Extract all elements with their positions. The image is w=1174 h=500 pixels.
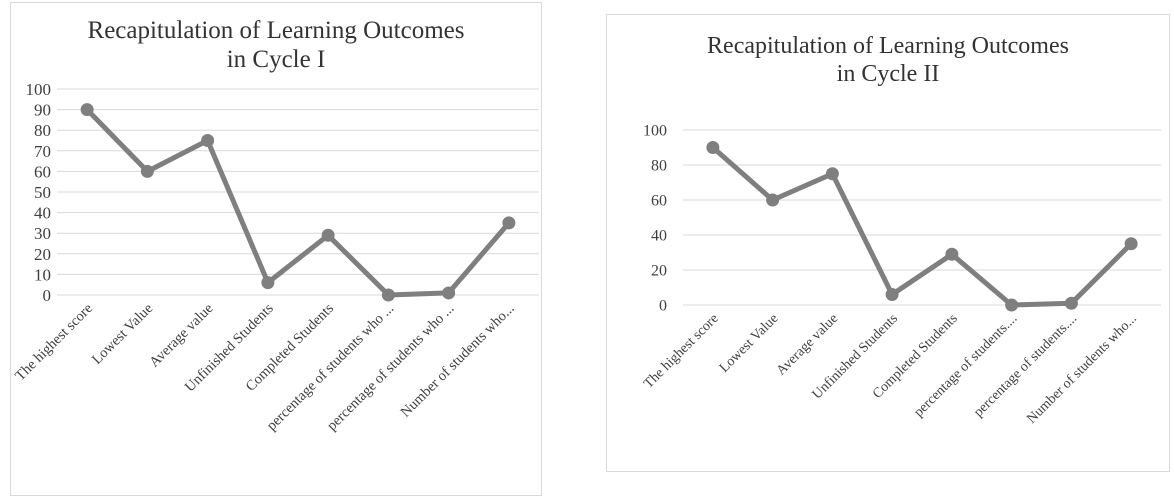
y-tick-label: 40 xyxy=(651,228,667,245)
chart-title-line-2: in Cycle I xyxy=(226,45,326,73)
chart-title-line-2: in Cycle II xyxy=(836,60,940,87)
y-tick-label: 100 xyxy=(26,80,52,99)
x-category-label: Number of students who... xyxy=(398,301,518,421)
x-category-label: Lowest Value xyxy=(717,311,782,376)
chart-title: Recapitulation of Learning Outcomes in C… xyxy=(11,17,541,75)
series-line xyxy=(85,107,511,298)
data-point xyxy=(825,167,839,181)
y-tick-label: 90 xyxy=(34,101,51,120)
data-point xyxy=(261,276,275,290)
data-point xyxy=(201,134,215,147)
y-tick-label: 40 xyxy=(34,204,51,223)
chart-title: Recapitulation of Learning Outcomes in C… xyxy=(607,33,1169,88)
chart-cycle-1: Recapitulation of Learning Outcomes in C… xyxy=(10,2,542,496)
y-tick-label: 10 xyxy=(34,265,51,284)
data-point xyxy=(321,228,335,242)
y-tick-label: 60 xyxy=(34,162,51,181)
series-line xyxy=(711,145,1133,308)
x-category-label: Average value xyxy=(774,311,841,378)
y-tick-label: 80 xyxy=(34,121,51,140)
data-point xyxy=(1124,237,1138,251)
data-point xyxy=(80,103,94,117)
x-category-label: Number of students who... xyxy=(1024,311,1140,427)
y-tick-label: 0 xyxy=(43,286,52,305)
data-point xyxy=(1064,296,1078,310)
data-point xyxy=(502,216,516,230)
y-tick-label: 0 xyxy=(659,298,667,315)
data-point xyxy=(1005,298,1019,312)
chart-cycle-2: Recapitulation of Learning Outcomes in C… xyxy=(606,14,1170,472)
y-tick-label: 20 xyxy=(34,245,51,264)
y-tick-label: 60 xyxy=(651,193,667,210)
data-point xyxy=(766,193,780,207)
chart-title-line-1: Recapitulation of Learning Outcomes xyxy=(87,17,465,44)
x-category-label: percentage of students.... xyxy=(911,311,1020,420)
x-category-label: percentage of students who ... xyxy=(264,301,397,434)
data-point xyxy=(442,286,456,300)
data-point xyxy=(885,288,899,301)
y-tick-label: 100 xyxy=(643,123,667,140)
data-point xyxy=(140,164,154,178)
data-point xyxy=(945,247,959,261)
x-category-label: The highest score xyxy=(641,311,721,391)
y-tick-label: 70 xyxy=(34,142,51,161)
x-category-label: Lowest Value xyxy=(89,301,156,368)
y-tick-label: 30 xyxy=(34,224,51,243)
chart-title-line-1: Recapitulation of Learning Outcomes xyxy=(707,33,1069,59)
x-category-label: percentage of students who ... xyxy=(324,301,457,434)
data-point xyxy=(706,141,720,154)
x-category-label: percentage of students.... xyxy=(971,311,1080,420)
y-tick-label: 80 xyxy=(651,158,667,175)
data-point xyxy=(381,288,395,302)
y-tick-label: 20 xyxy=(651,263,667,280)
y-tick-label: 50 xyxy=(34,183,51,202)
x-category-label: The highest score xyxy=(12,301,96,385)
